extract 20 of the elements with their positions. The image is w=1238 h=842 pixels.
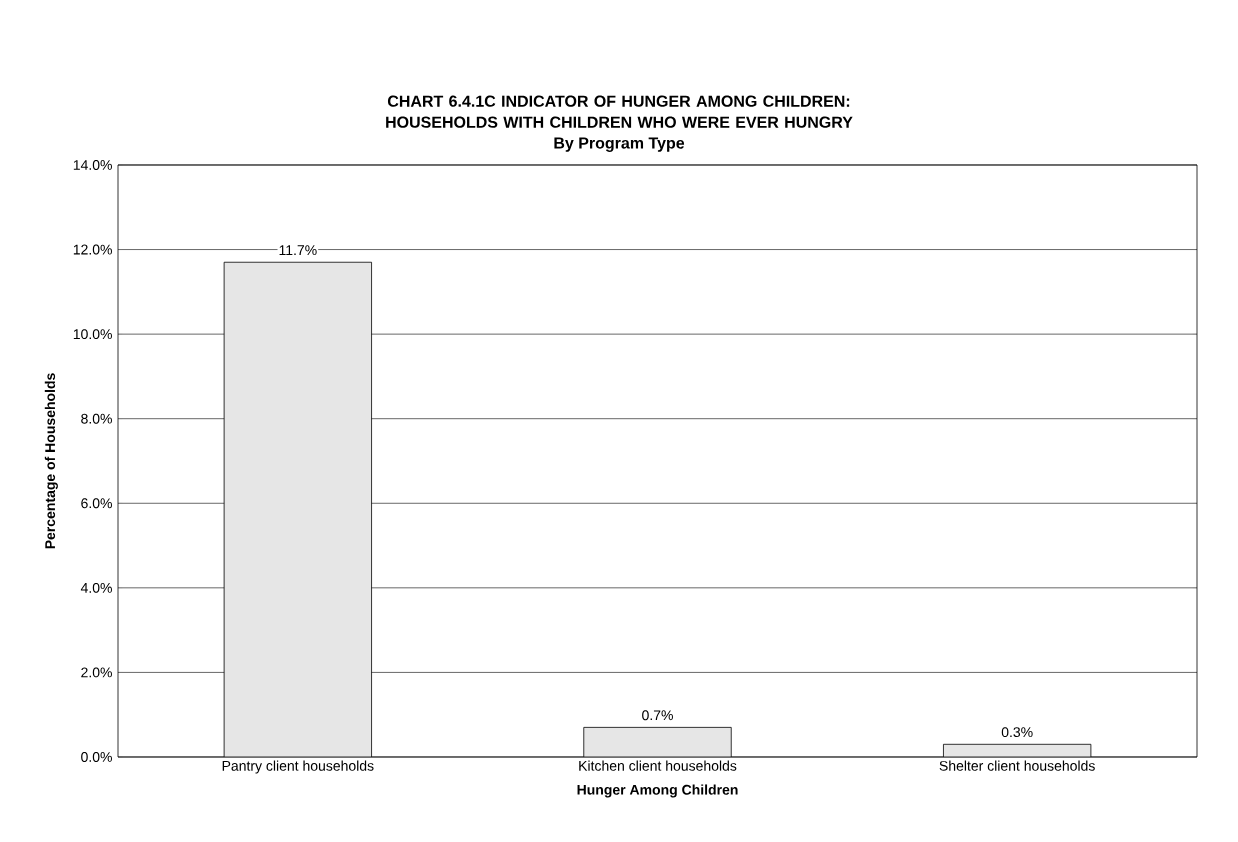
data-label: 0.3% — [1001, 727, 1033, 738]
chart-title: CHART 6.4.1C INDICATOR OF HUNGER AMONG CHILDREN: HOUSEHOLDS WITH CHILDREN WHO WERE EVER HUNGRY — [386, 95, 853, 128]
bar — [583, 726, 732, 757]
chart-subtitle: By Program Type — [554, 137, 685, 152]
data-label: 0.7% — [642, 710, 673, 721]
x-tick-label: Shelter client households — [939, 760, 1095, 771]
y-tick-label: 6.0% — [81, 498, 112, 509]
y-axis-title: Percentage of Households — [44, 373, 58, 549]
y-tick-label: 4.0% — [80, 582, 112, 593]
bar — [223, 261, 372, 757]
y-tick-label: 0.0% — [81, 752, 112, 762]
x-tick-label: Kitchen client households — [579, 760, 737, 771]
y-tick-label: 8.0% — [81, 413, 112, 424]
y-tick-label: 12.0% — [73, 244, 112, 255]
x-tick-label: Pantry client households — [222, 760, 374, 774]
y-tick-label: 10.0% — [73, 329, 112, 340]
x-axis-title: Hunger Among Children — [577, 784, 738, 798]
y-tick-label: 14.0% — [73, 160, 112, 170]
data-label: 11.7% — [279, 245, 317, 256]
y-tick-label: 2.0% — [81, 667, 112, 678]
